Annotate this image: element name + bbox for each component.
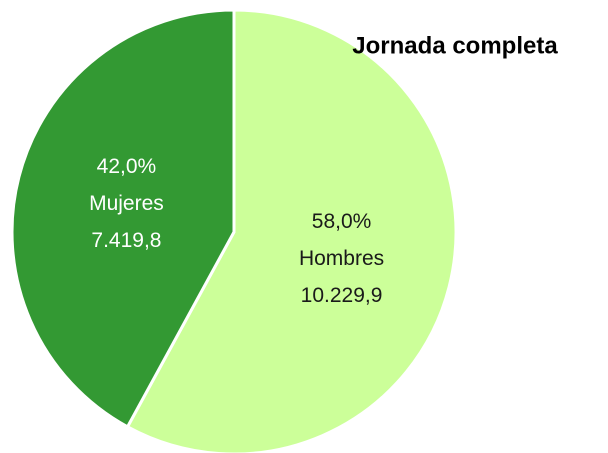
pie-slice — [10, 8, 236, 429]
pie-slice — [125, 8, 458, 453]
value-label: 10.229,9 — [301, 284, 383, 307]
value-label: 7.419,8 — [91, 229, 161, 252]
chart-title: Jornada completa — [352, 32, 558, 59]
percent-label: 42,0% — [97, 155, 157, 178]
category-label: Mujeres — [89, 192, 164, 215]
category-label: Hombres — [299, 247, 384, 270]
percent-label: 58,0% — [312, 210, 372, 233]
